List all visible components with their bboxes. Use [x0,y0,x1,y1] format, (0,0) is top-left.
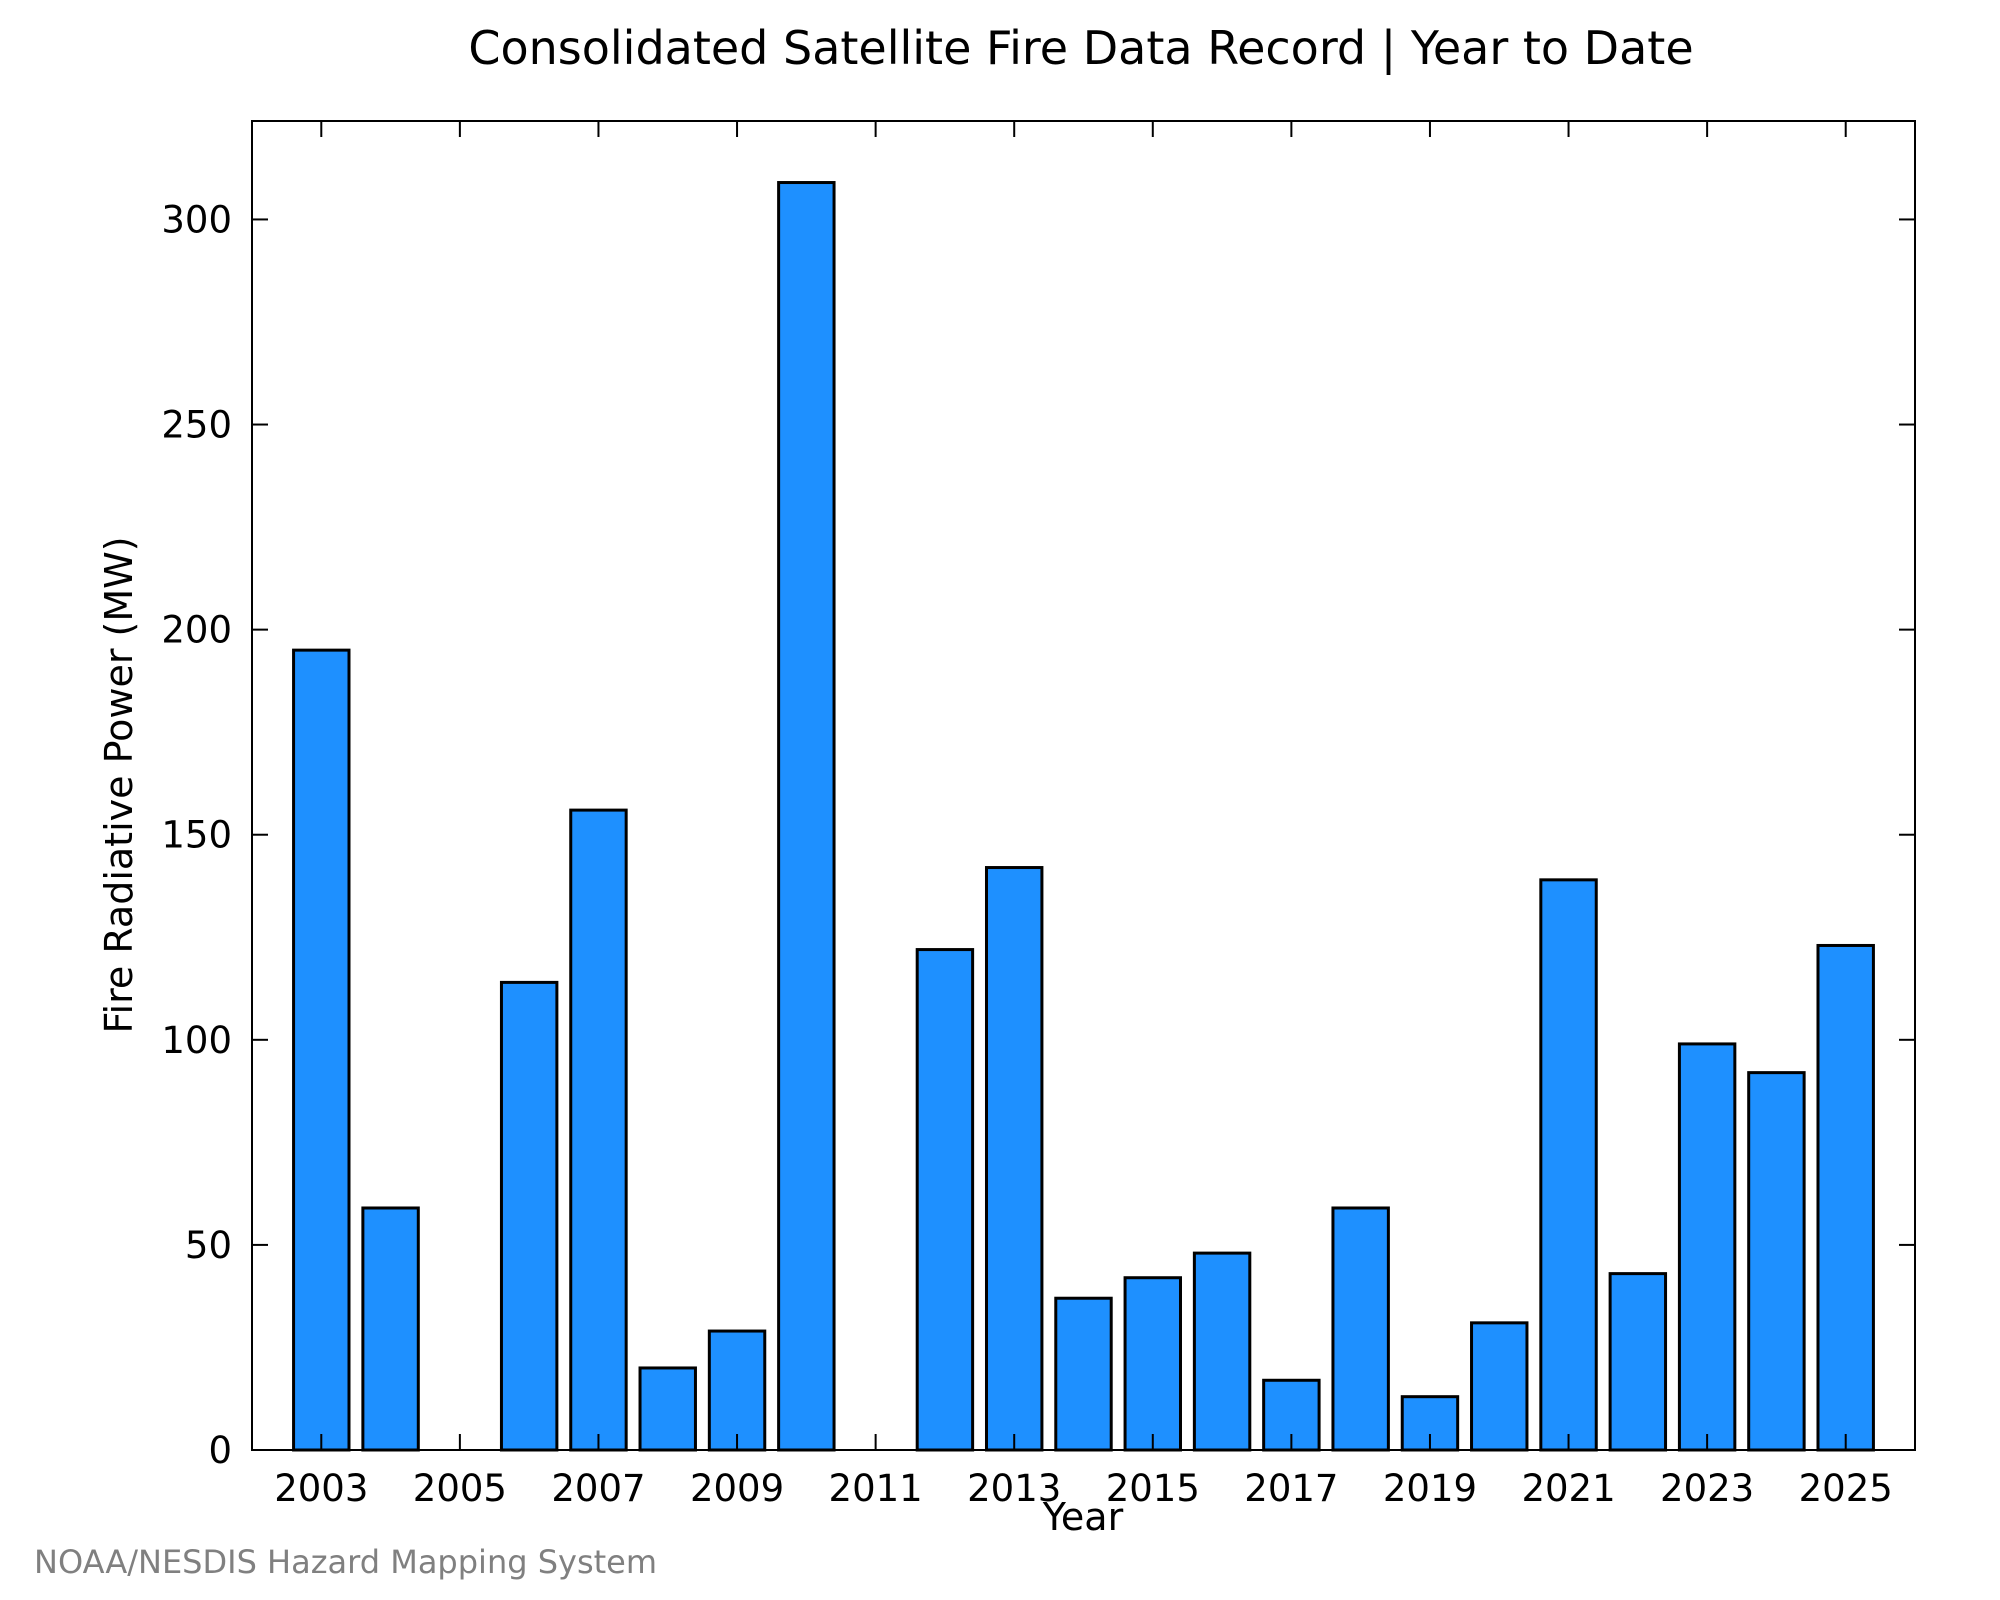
bar-2003 [292,648,351,1452]
bar-2016 [1192,1251,1252,1452]
x-tick-label-2023: 2023 [1660,1467,1754,1510]
y-tick-label-0: 0 [208,1429,232,1472]
bar-2025 [1816,943,1875,1452]
bar-2014 [1054,1296,1113,1452]
bar-2023 [1677,1042,1737,1452]
x-tick-label-2009: 2009 [690,1467,784,1510]
footer-credit: NOAA/NESDIS Hazard Mapping System [34,1543,657,1581]
bar-2022 [1608,1272,1668,1452]
x-tick-label-2019: 2019 [1383,1467,1477,1510]
bar-2004 [361,1206,420,1452]
x-tick-label-2013: 2013 [967,1467,1061,1510]
x-axis-label: Year [1042,1495,1124,1539]
y-tick-label-100: 100 [161,1019,232,1062]
bar-2020 [1470,1321,1529,1452]
y-tick-label-150: 150 [161,814,232,857]
y-axis-label: Fire Radiative Power (MW) [97,536,141,1033]
y-tick-label-200: 200 [161,609,232,652]
bar-2015 [1123,1276,1182,1452]
bar-2006 [499,980,559,1452]
bar-2024 [1747,1071,1806,1452]
bar-2012 [915,948,975,1452]
ticks-group: 0 50 100 150 200 250 300 2003 2005 2007 2009 2011 20… [161,121,1915,1510]
x-tick-label-2007: 2007 [551,1467,645,1510]
x-tick-label-2003: 2003 [274,1467,368,1510]
bar-2010 [777,181,836,1452]
chart-title: Consolidated Satellite Fire Data Record … [468,21,1693,76]
y-tick-label-300: 300 [161,198,232,241]
y-tick-label-50: 50 [185,1224,232,1267]
bars-group [292,181,1875,1452]
x-tick-label-2025: 2025 [1799,1467,1893,1510]
x-tick-label-2005: 2005 [413,1467,507,1510]
bar-2018 [1331,1206,1390,1452]
plot-frame [251,120,1916,1451]
x-tick-label-2021: 2021 [1521,1467,1615,1510]
bar-2013 [984,866,1044,1452]
bar-2007 [569,808,628,1452]
x-tick-label-2011: 2011 [829,1467,923,1510]
bar-2008 [638,1366,697,1452]
x-tick-label-2015: 2015 [1106,1467,1200,1510]
x-tick-label-2017: 2017 [1244,1467,1338,1510]
bar-2009 [707,1329,767,1452]
y-tick-label-250: 250 [161,404,232,447]
bar-2021 [1539,878,1598,1452]
